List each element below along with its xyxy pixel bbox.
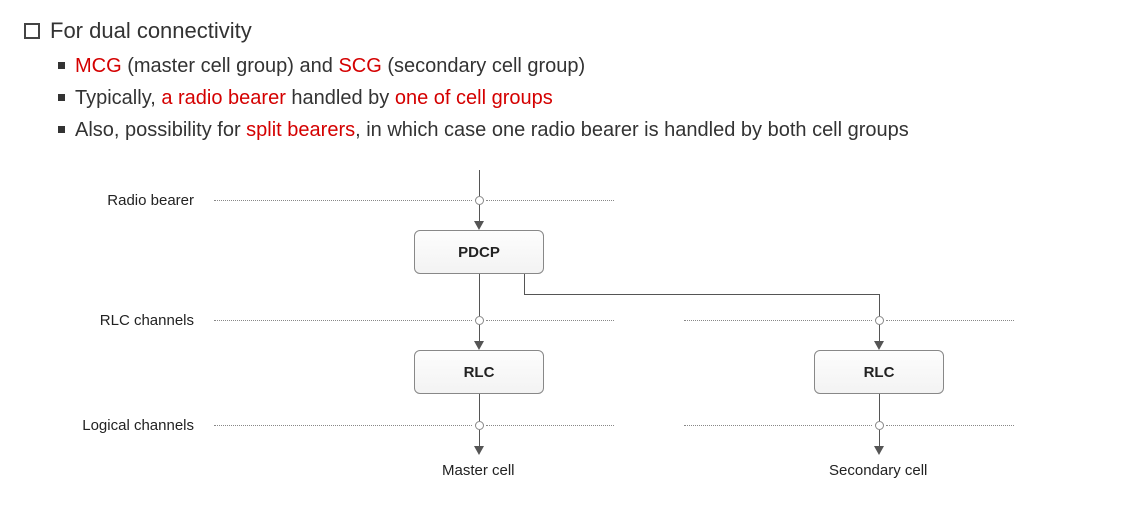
section-heading: For dual connectivity: [24, 18, 1104, 44]
flow-junction-icon: [475, 421, 484, 430]
heading-text: For dual connectivity: [50, 18, 252, 44]
flow-line: [479, 274, 480, 316]
small-square-icon: [58, 126, 65, 133]
dash-line: [684, 320, 872, 321]
flow-junction-icon: [875, 421, 884, 430]
flow-junction-icon: [475, 196, 484, 205]
bullet-text: Typically, a radio bearer handled by one…: [75, 82, 553, 114]
rlc-master-box: RLC: [414, 350, 544, 394]
dash-line: [684, 425, 872, 426]
arrow-down-icon: [474, 341, 484, 350]
arrow-down-icon: [474, 446, 484, 455]
flow-line: [479, 170, 480, 196]
square-bullet-icon: [24, 23, 40, 39]
label-rlc-channels: RLC channels: [100, 312, 194, 329]
bullet-item: Also, possibility for split bearers, in …: [58, 114, 1104, 146]
arrow-down-icon: [474, 221, 484, 230]
label-logical-channels: Logical channels: [82, 417, 194, 434]
flow-junction-icon: [875, 316, 884, 325]
bullet-item: MCG (master cell group) and SCG (seconda…: [58, 50, 1104, 82]
dash-line: [214, 320, 472, 321]
bullet-text: Also, possibility for split bearers, in …: [75, 114, 909, 146]
flow-line: [524, 294, 879, 295]
dash-line: [214, 200, 472, 201]
pdcp-box: PDCP: [414, 230, 544, 274]
dash-line: [214, 425, 472, 426]
small-square-icon: [58, 94, 65, 101]
rlc-secondary-box: RLC: [814, 350, 944, 394]
bullet-list: MCG (master cell group) and SCG (seconda…: [58, 50, 1104, 146]
dash-line: [486, 200, 614, 201]
dash-line: [486, 320, 614, 321]
flow-line: [479, 394, 480, 421]
caption-master-cell: Master cell: [442, 462, 515, 479]
flow-line: [879, 394, 880, 421]
split-bearer-diagram: Radio bearer RLC channels Logical channe…: [24, 170, 1024, 510]
dash-line: [886, 425, 1014, 426]
arrow-down-icon: [874, 446, 884, 455]
flow-line: [879, 294, 880, 316]
dash-line: [886, 320, 1014, 321]
dash-line: [486, 425, 614, 426]
arrow-down-icon: [874, 341, 884, 350]
small-square-icon: [58, 62, 65, 69]
bullet-text: MCG (master cell group) and SCG (seconda…: [75, 50, 585, 82]
bullet-item: Typically, a radio bearer handled by one…: [58, 82, 1104, 114]
label-radio-bearer: Radio bearer: [107, 192, 194, 209]
flow-junction-icon: [475, 316, 484, 325]
caption-secondary-cell: Secondary cell: [829, 462, 927, 479]
flow-line: [524, 274, 525, 294]
